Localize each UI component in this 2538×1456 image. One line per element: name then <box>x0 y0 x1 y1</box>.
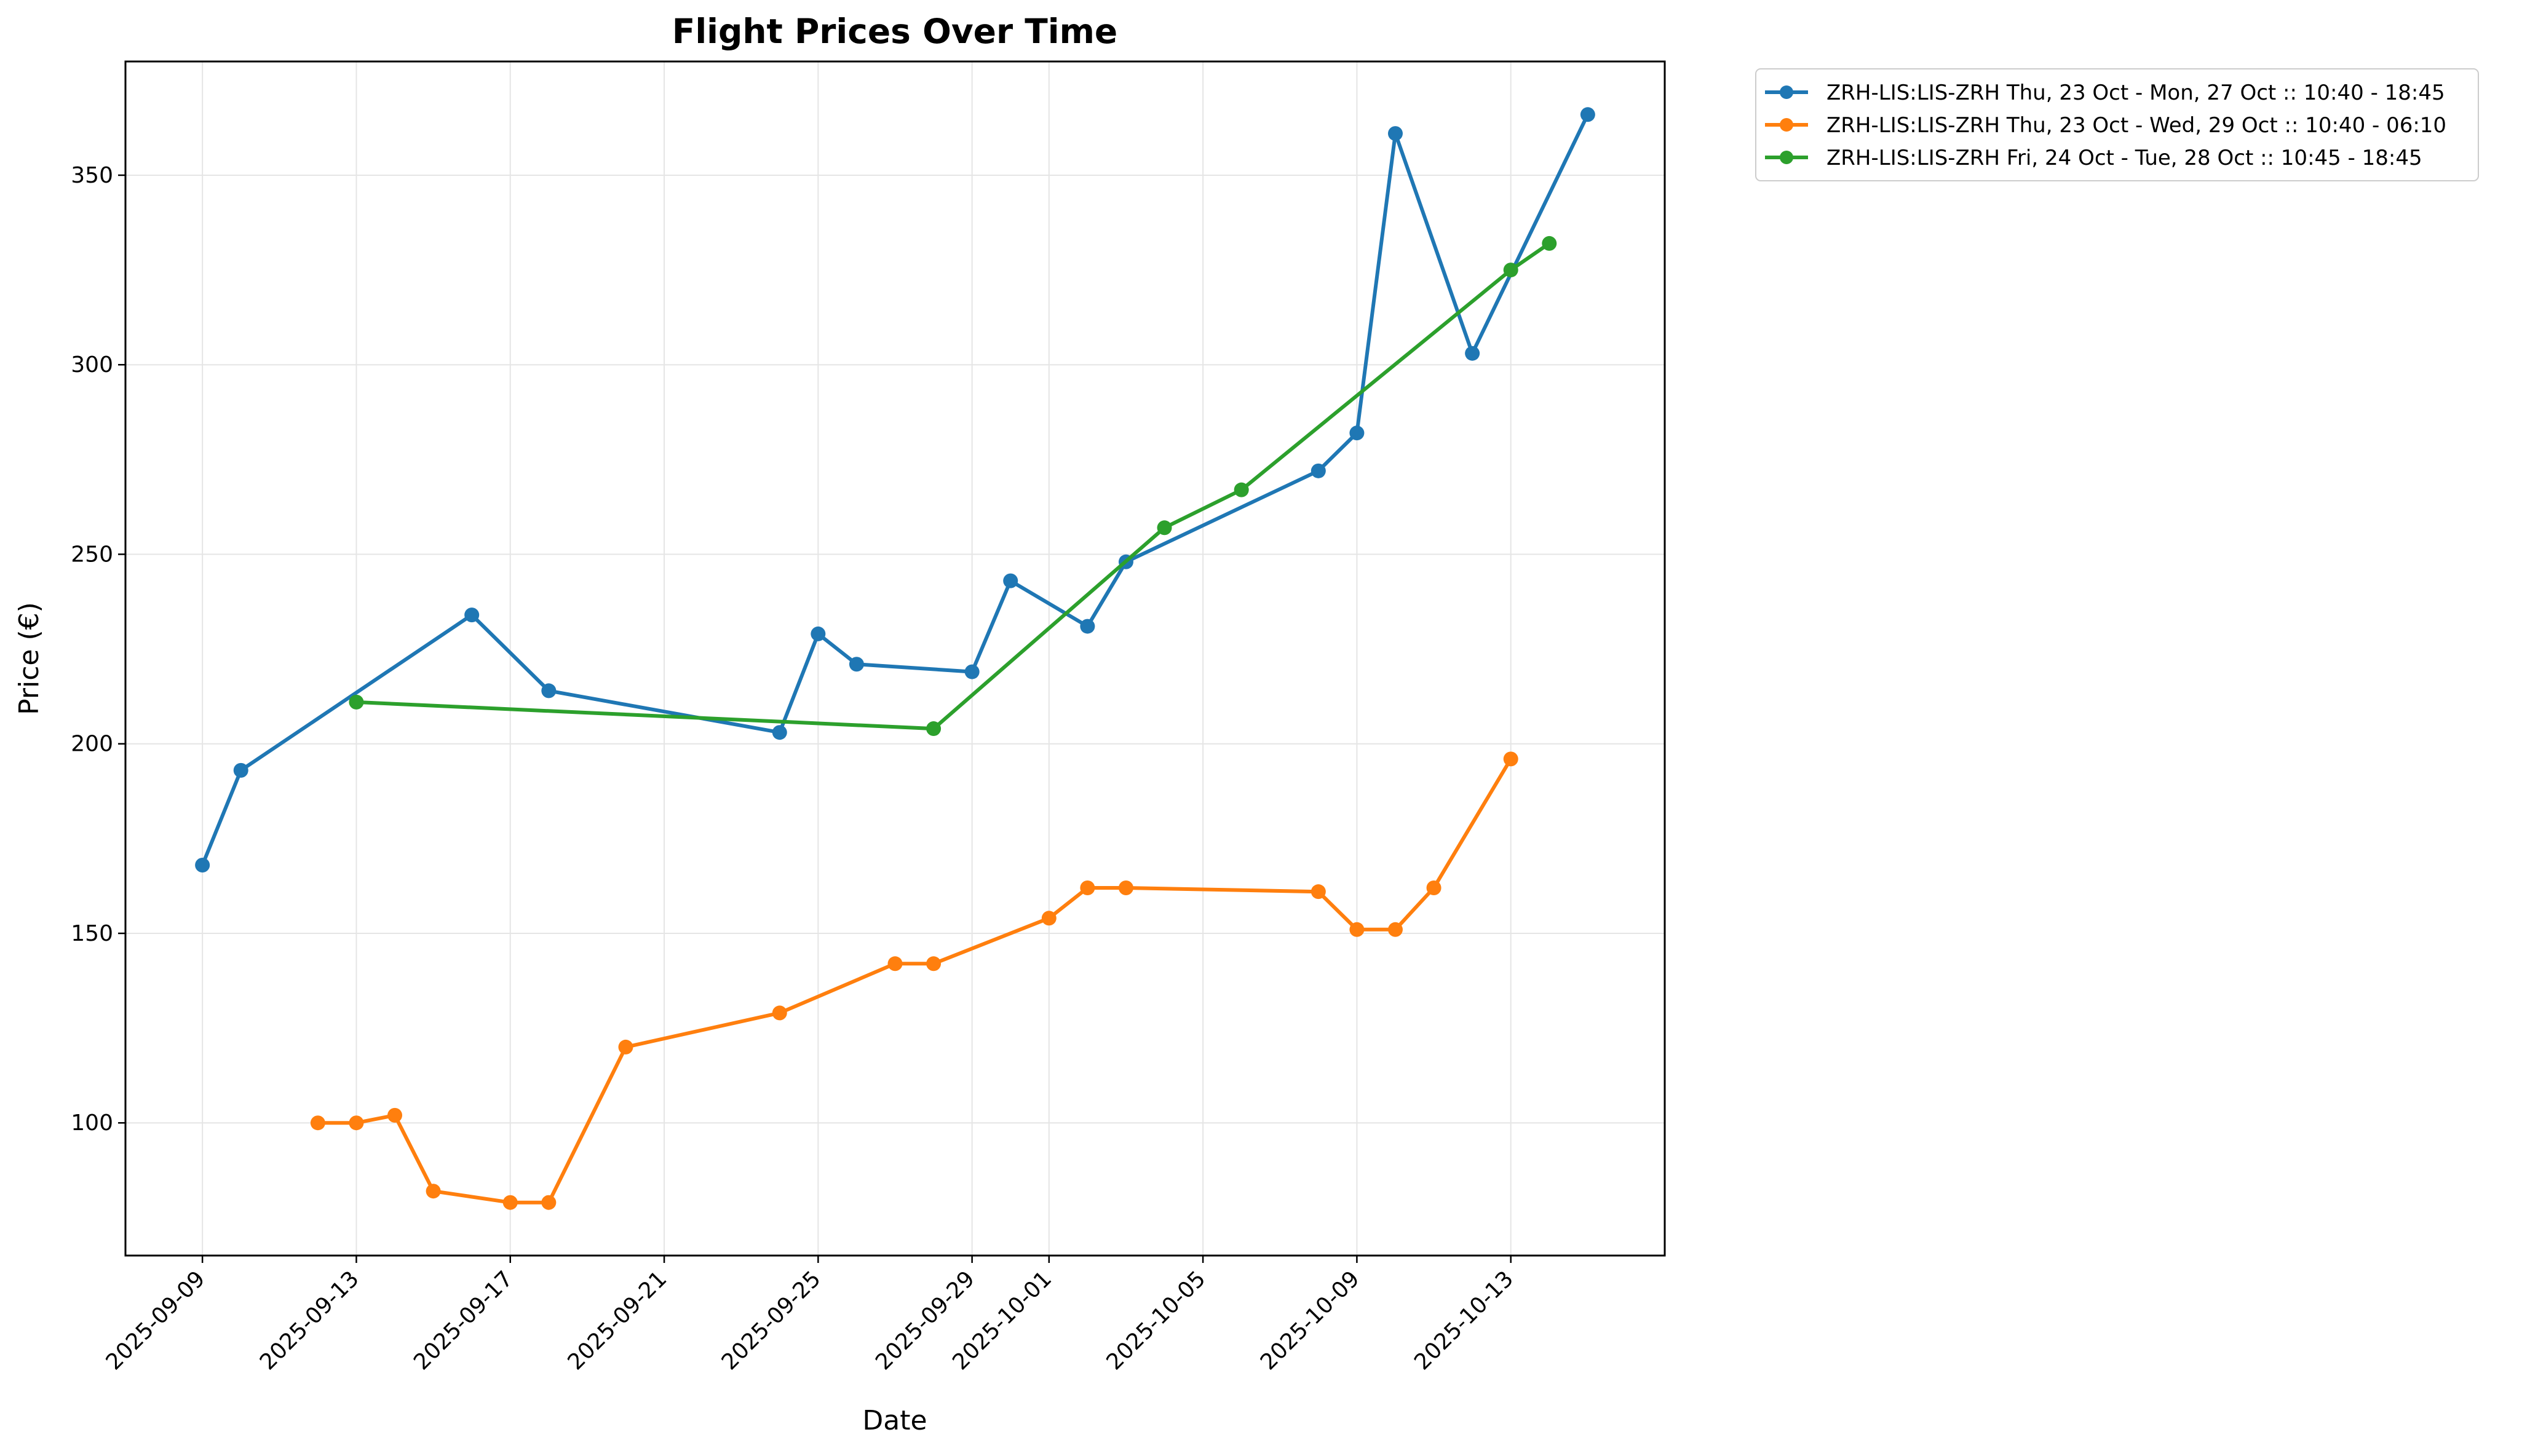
data-point <box>1387 922 1403 937</box>
legend-label: ZRH-LIS:LIS-ZRH Thu, 23 Oct - Mon, 27 Oc… <box>1826 81 2445 105</box>
y-tick-label: 300 <box>71 352 113 378</box>
data-point <box>964 664 980 679</box>
data-point <box>1157 520 1172 536</box>
series-3 <box>349 235 1557 737</box>
data-point <box>926 721 942 737</box>
legend-label: ZRH-LIS:LIS-ZRH Thu, 23 Oct - Wed, 29 Oc… <box>1826 113 2446 138</box>
y-tick-label: 250 <box>71 542 113 567</box>
data-point <box>1503 751 1518 767</box>
data-point <box>926 956 942 971</box>
legend-marker <box>1780 118 1793 132</box>
y-tick-label: 100 <box>71 1110 113 1136</box>
plot-area-frame <box>124 60 1666 1257</box>
series-1 <box>195 107 1595 872</box>
data-point <box>1349 425 1365 441</box>
data-point <box>387 1107 403 1123</box>
grid <box>125 61 1665 1256</box>
data-point <box>1542 235 1557 251</box>
series-layer <box>195 107 1595 1210</box>
legend-marker <box>1780 151 1793 164</box>
y-tick-label: 350 <box>71 163 113 188</box>
data-point <box>1349 922 1365 937</box>
chart-title: Flight Prices Over Time <box>672 12 1117 51</box>
data-point <box>233 762 248 778</box>
data-point <box>1387 126 1403 141</box>
data-point <box>426 1184 441 1199</box>
data-point <box>1041 911 1057 926</box>
y-tick-label: 150 <box>71 921 113 946</box>
legend: ZRH-LIS:LIS-ZRH Thu, 23 Oct - Mon, 27 Oc… <box>1755 68 2479 181</box>
legend-label: ZRH-LIS:LIS-ZRH Fri, 24 Oct - Tue, 28 Oc… <box>1826 146 2422 170</box>
data-point <box>772 1005 787 1021</box>
data-point <box>349 694 364 710</box>
data-point <box>1080 619 1095 634</box>
y-axis: 100 150 200 250 300 350 <box>71 163 125 1136</box>
data-point <box>310 1115 325 1131</box>
data-point <box>1311 463 1326 478</box>
data-point <box>811 626 826 641</box>
y-tick-label: 200 <box>71 732 113 757</box>
data-point <box>1003 573 1018 588</box>
x-axis-label: Date <box>862 1405 927 1436</box>
data-point <box>1503 263 1518 278</box>
series-2 <box>310 751 1518 1210</box>
legend-box <box>1755 68 2479 181</box>
data-point <box>1080 880 1095 895</box>
data-point <box>1118 880 1133 895</box>
data-point <box>887 956 903 971</box>
data-point <box>195 857 210 872</box>
series-line <box>356 242 1551 731</box>
data-point <box>541 1195 557 1210</box>
series-line <box>200 113 1590 866</box>
data-point <box>849 657 864 672</box>
data-point <box>1311 884 1326 900</box>
y-axis-label: Price (€) <box>14 602 45 715</box>
data-point <box>1465 346 1480 361</box>
data-point <box>541 683 557 698</box>
legend-marker <box>1780 85 1793 99</box>
data-point <box>1580 107 1595 122</box>
data-point <box>1426 880 1442 895</box>
data-point <box>1234 482 1249 497</box>
legend-entry: ZRH-LIS:LIS-ZRH Fri, 24 Oct - Tue, 28 Oc… <box>1765 146 2422 170</box>
legend-entry: ZRH-LIS:LIS-ZRH Thu, 23 Oct - Wed, 29 Oc… <box>1765 113 2446 138</box>
legend-entry: ZRH-LIS:LIS-ZRH Thu, 23 Oct - Mon, 27 Oc… <box>1765 81 2445 105</box>
data-point <box>349 1115 364 1131</box>
data-point <box>772 725 787 740</box>
data-point <box>618 1039 633 1054</box>
data-point <box>464 607 480 623</box>
data-point <box>502 1195 518 1210</box>
